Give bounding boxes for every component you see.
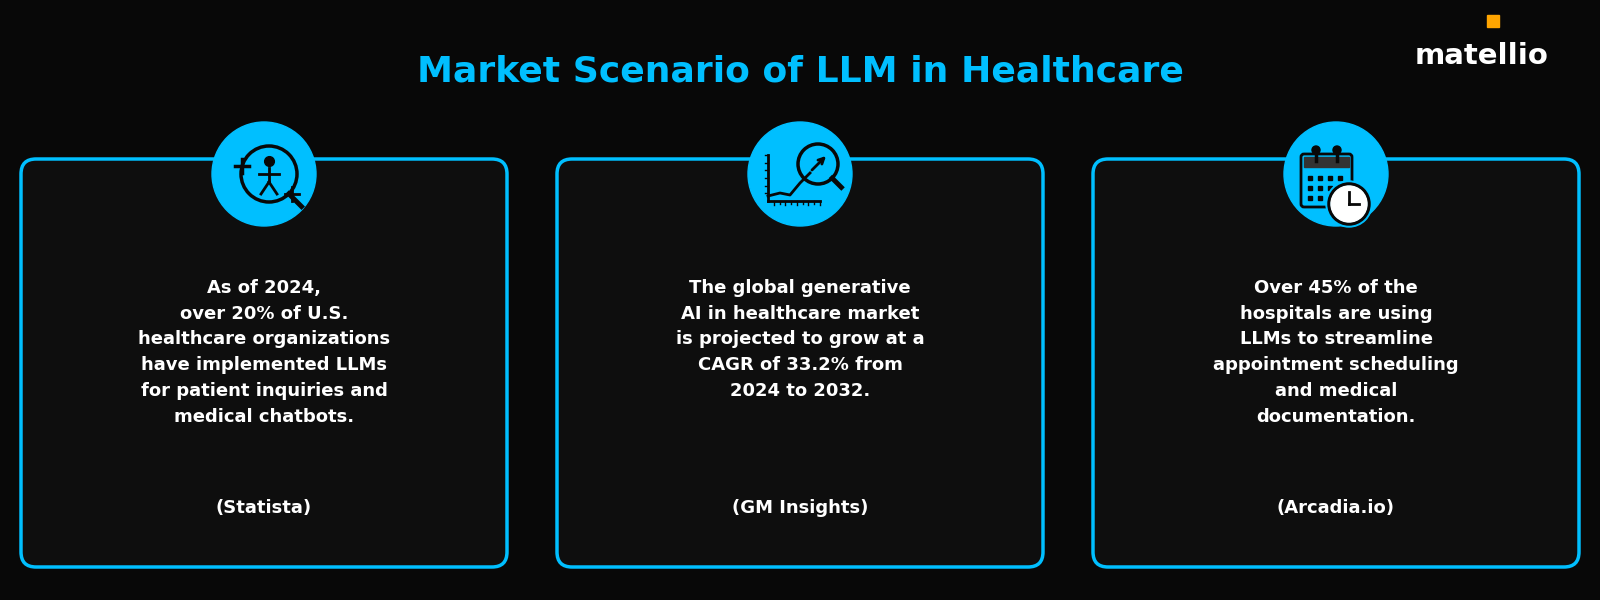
Circle shape: [1312, 146, 1320, 154]
Text: (Statista): (Statista): [216, 499, 312, 517]
FancyBboxPatch shape: [21, 159, 507, 567]
Text: (GM Insights): (GM Insights): [731, 499, 869, 517]
Circle shape: [1326, 181, 1371, 227]
Circle shape: [1333, 146, 1341, 154]
Text: Over 45% of the
hospitals are using
LLMs to streamline
appointment scheduling
an: Over 45% of the hospitals are using LLMs…: [1213, 279, 1459, 425]
Circle shape: [1331, 186, 1366, 222]
Text: (Arcadia.io): (Arcadia.io): [1277, 499, 1395, 517]
Text: matellio: matellio: [1414, 42, 1549, 70]
Text: Market Scenario of LLM in Healthcare: Market Scenario of LLM in Healthcare: [416, 54, 1184, 88]
Text: As of 2024,
over 20% of U.S.
healthcare organizations
have implemented LLMs
for : As of 2024, over 20% of U.S. healthcare …: [138, 279, 390, 425]
Circle shape: [1283, 122, 1389, 226]
Circle shape: [211, 122, 317, 226]
FancyBboxPatch shape: [557, 159, 1043, 567]
FancyBboxPatch shape: [1093, 159, 1579, 567]
Text: The global generative
AI in healthcare market
is projected to grow at a
CAGR of : The global generative AI in healthcare m…: [675, 279, 925, 400]
Circle shape: [749, 122, 851, 226]
Bar: [1304, 157, 1349, 167]
